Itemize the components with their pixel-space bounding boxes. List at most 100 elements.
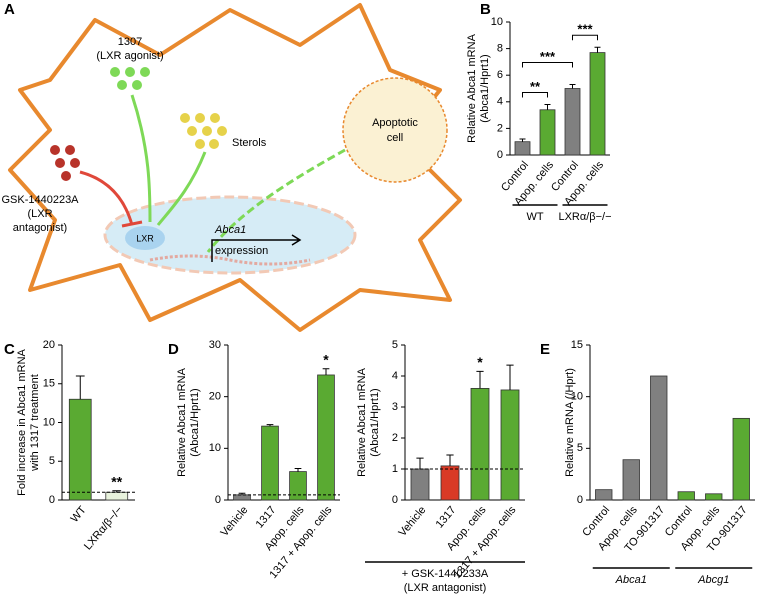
- bar: [68, 398, 92, 501]
- y-tick-label: 0: [497, 149, 503, 161]
- error-bar: [294, 467, 302, 472]
- apoptotic-label: cell: [387, 132, 404, 144]
- y-tick-label: 15: [43, 378, 55, 390]
- bar: [440, 465, 460, 501]
- bar: [622, 459, 640, 501]
- bar: [261, 425, 279, 501]
- apoptotic-label: Apoptotic: [372, 117, 418, 129]
- apoptotic-cell: [342, 77, 448, 183]
- footnote: (LXR antagonist): [404, 582, 487, 594]
- y-axis-label: (Abca1/Hprt1): [369, 388, 381, 456]
- antagonist-label: GSK-1440223A: [1, 194, 79, 206]
- footnote: + GSK-1440233A: [402, 568, 489, 580]
- gene-label: Abca1: [214, 224, 246, 236]
- agonist-label: 1307: [118, 36, 142, 48]
- dna: [149, 254, 311, 266]
- significance: *: [477, 354, 483, 370]
- y-axis-label: Relative Abca1 mRNA: [466, 33, 478, 142]
- y-tick-label: 30: [209, 339, 221, 351]
- error-bar: [446, 454, 454, 466]
- y-tick-label: 5: [577, 442, 583, 454]
- group-label: WT: [526, 211, 543, 223]
- panel-label: B: [480, 1, 491, 18]
- y-axis-label: with 1317 treatment: [29, 374, 41, 472]
- agonist-label: (LXR agonist): [96, 50, 163, 62]
- bracket: [522, 91, 548, 98]
- x-tick-label: WT: [69, 504, 89, 525]
- y-tick-label: 1: [392, 463, 398, 475]
- significance: ***: [540, 49, 556, 64]
- antagonist-label: (LXR: [27, 208, 52, 220]
- x-tick-label: Vehicle: [219, 504, 251, 539]
- bar: [650, 375, 668, 501]
- antagonist-dots: [50, 145, 80, 181]
- y-axis-label: (Abca1/Hprt1): [479, 54, 491, 122]
- bar: [732, 417, 750, 501]
- error-bar: [519, 138, 526, 142]
- y-tick-label: 10: [571, 391, 583, 403]
- y-tick-label: 0: [577, 494, 583, 506]
- y-axis-label: (Abca1/Hprt1): [189, 388, 201, 456]
- error-bar: [238, 492, 246, 495]
- error-bar: [506, 364, 514, 390]
- error-bar: [476, 370, 484, 389]
- agonist-arrow: [130, 94, 152, 223]
- bar: [233, 494, 251, 501]
- y-tick-label: 5: [392, 339, 398, 351]
- y-axis-label: Relative Abca1 mRNA: [176, 367, 188, 476]
- bar: [589, 52, 606, 156]
- expression-label: expression: [215, 245, 268, 257]
- y-tick-label: 5: [49, 455, 55, 467]
- y-axis-label: Relative Abca1 mRNA: [356, 367, 368, 476]
- y-tick-label: 0: [392, 494, 398, 506]
- agonist-dots: [110, 67, 150, 90]
- apoptotic-arrow: [206, 148, 346, 253]
- y-tick-label: 8: [497, 43, 503, 55]
- error-bar: [75, 375, 85, 400]
- significance: **: [530, 79, 541, 94]
- expression-arrow: [211, 234, 302, 262]
- x-tick-label: 1317: [434, 504, 459, 530]
- bar: [105, 491, 129, 501]
- bracket: [572, 34, 598, 41]
- error-bar: [594, 46, 601, 53]
- y-tick-label: 6: [497, 69, 503, 81]
- group-label: Abcg1: [697, 574, 729, 586]
- error-bar: [544, 103, 551, 110]
- bar: [564, 88, 581, 156]
- y-tick-label: 10: [209, 442, 221, 454]
- nucleus: [103, 195, 357, 275]
- bar: [705, 493, 723, 501]
- error-bar: [266, 424, 274, 427]
- y-axis-label: Fold increase in Abca1 mRNA: [16, 348, 28, 495]
- panel-label: D: [168, 341, 179, 358]
- bar: [500, 389, 520, 501]
- antagonist-label: antagonist): [13, 222, 67, 234]
- y-tick-label: 20: [209, 391, 221, 403]
- sterols-label: Sterols: [232, 137, 267, 149]
- x-tick-label: 1317: [254, 504, 279, 530]
- y-tick-label: 20: [43, 339, 55, 351]
- sterol-dots: [180, 113, 227, 149]
- bar: [514, 141, 531, 156]
- y-tick-label: 3: [392, 401, 398, 413]
- significance: **: [111, 473, 122, 489]
- error-bar: [112, 490, 122, 493]
- group-label: LXRα/β−/−: [558, 211, 611, 223]
- bar: [289, 471, 307, 501]
- panel-label: E: [540, 341, 550, 358]
- y-tick-label: 2: [497, 122, 503, 134]
- x-tick-label: LXRα/β−/−: [82, 504, 125, 552]
- significance: *: [323, 351, 329, 367]
- error-bar: [322, 368, 330, 375]
- y-tick-label: 4: [497, 96, 503, 108]
- y-tick-label: 4: [392, 370, 398, 382]
- error-bar: [416, 457, 424, 469]
- bar: [539, 109, 556, 156]
- y-tick-label: 10: [491, 16, 503, 28]
- antagonist-arrow: [79, 170, 143, 228]
- y-tick-label: 2: [392, 432, 398, 444]
- x-tick-label: Vehicle: [397, 504, 429, 539]
- group-label: Abca1: [615, 574, 647, 586]
